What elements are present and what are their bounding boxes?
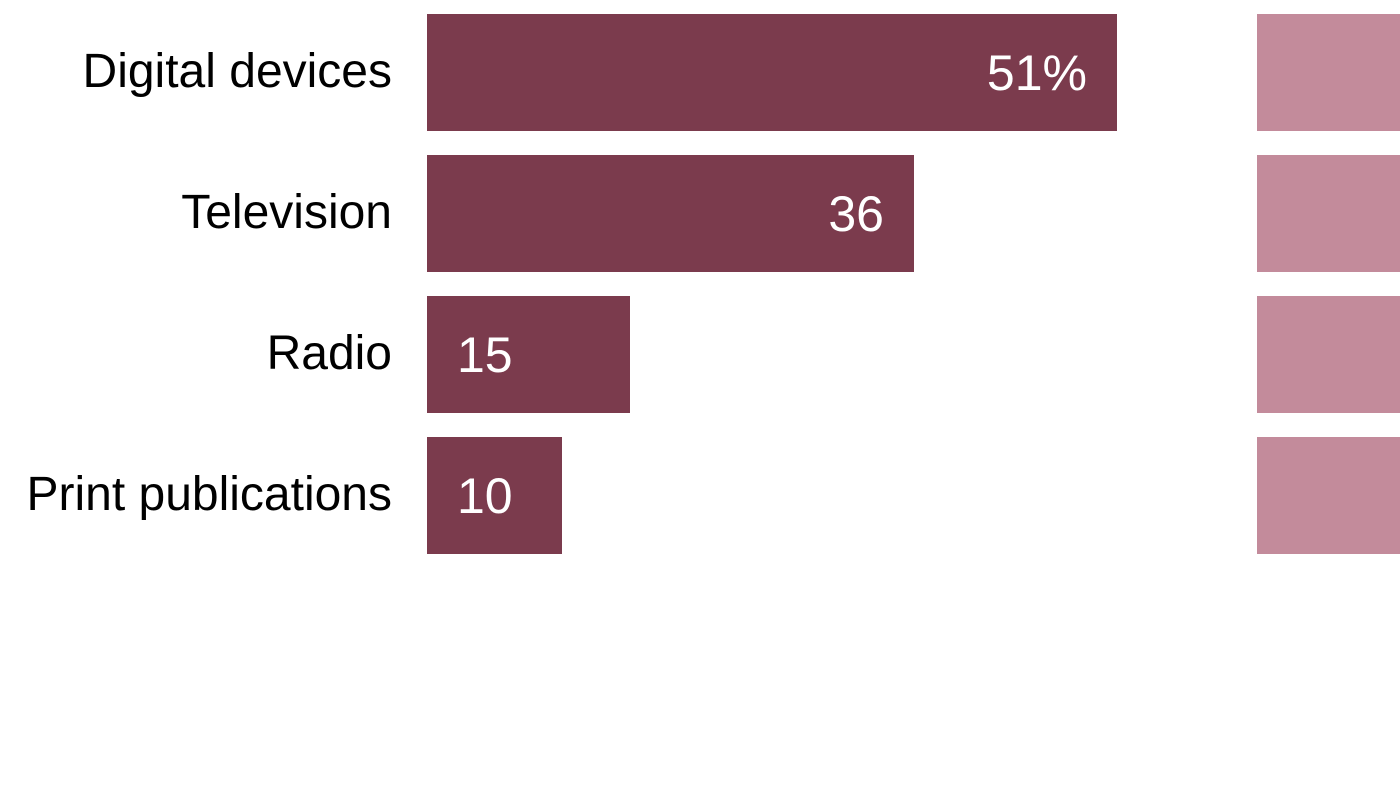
bar-value-label: 36 [828, 185, 884, 242]
category-label: Print publications [26, 468, 392, 521]
right-partial-bar [1257, 437, 1400, 554]
bar-value-label: 51% [986, 44, 1087, 101]
category-label: Digital devices [82, 45, 392, 98]
right-partial-bar [1257, 14, 1400, 131]
bar-value-label: 15 [457, 326, 513, 383]
category-label: Radio [266, 327, 392, 380]
category-label: Television [181, 186, 392, 239]
bar: 15 [427, 296, 630, 413]
right-partial-bar [1257, 296, 1400, 413]
chart-row: Television 36 [0, 155, 1400, 272]
chart-row: Digital devices 51% [0, 14, 1400, 131]
chart-row: Print publications 10 [0, 437, 1400, 554]
bar: 10 [427, 437, 562, 554]
bar-value-label: 10 [457, 467, 513, 524]
bar: 51% [427, 14, 1117, 131]
right-partial-bar [1257, 155, 1400, 272]
bar: 36 [427, 155, 914, 272]
chart-row: Radio 15 [0, 296, 1400, 413]
